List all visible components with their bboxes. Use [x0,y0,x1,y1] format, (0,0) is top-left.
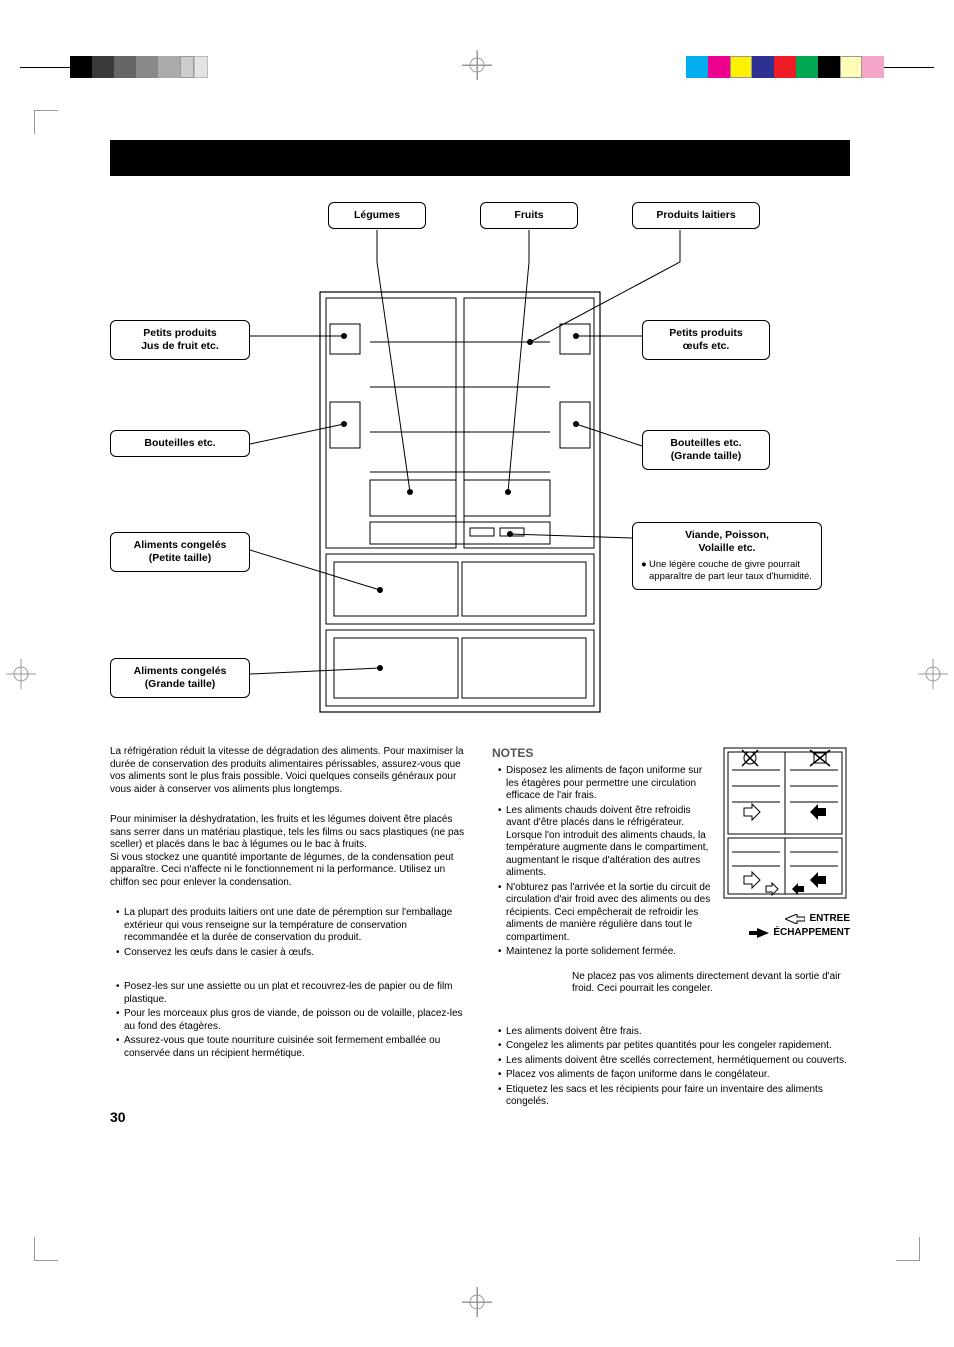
list-item: Les aliments chauds doivent être refroid… [498,805,850,880]
intro-text: La réfrigération réduit la vitesse de dé… [110,746,468,796]
registration-color [686,56,934,78]
fridge-illustration [110,202,850,732]
fruits-legumes-text: Pour minimiser la déshydratation, les fr… [110,814,468,889]
list-item: Pour les morceaux plus gros de viande, d… [116,1008,468,1033]
notes-footer: Ne placez pas vos aliments directement d… [572,971,850,996]
crop-mark [886,1227,920,1261]
crop-mark [6,659,36,689]
right-column: ENTREE ÉCHAPPEMENT NOTES Disposez les al… [492,746,850,1111]
list-item: Maintenez la porte solidement fermée. [498,946,850,959]
list-item: N'obturez pas l'arrivée et la sortie du … [498,882,850,945]
freezer-list: Les aliments doivent être frais. Congele… [492,1026,850,1109]
list-item: Les aliments doivent être scellés correc… [498,1055,850,1068]
crop-mark [918,659,948,689]
crop-mark [34,110,68,144]
crop-mark [462,1287,492,1317]
storage-diagram: Légumes Fruits Produits laitiers Petits … [110,202,850,732]
registration-grayscale [20,56,208,78]
list-item: Placez vos aliments de façon uniforme da… [498,1069,850,1082]
list-item: Congelez les aliments par petites quanti… [498,1040,850,1053]
notes-list: Disposez les aliments de façon uniforme … [492,765,850,959]
list-item: Etiquetez les sacs et les récipients pou… [498,1084,850,1109]
left-column: La réfrigération réduit la vitesse de dé… [110,746,468,1111]
laitiers-list: La plupart des produits laitiers ont une… [110,907,468,959]
list-item: Les aliments doivent être frais. [498,1026,850,1039]
viande-list: Posez-les sur une assiette ou un plat et… [110,981,468,1060]
crop-mark [34,1227,68,1261]
list-item: Assurez-vous que toute nourriture cuisin… [116,1035,468,1060]
list-item: Posez-les sur une assiette ou un plat et… [116,981,468,1006]
page-number: 30 [110,1109,126,1125]
list-item: La plupart des produits laitiers ont une… [116,907,468,945]
section-header-bar [110,140,850,176]
list-item: Conservez les œufs dans le casier à œufs… [116,947,468,960]
crop-mark [462,50,492,80]
list-item: Disposez les aliments de façon uniforme … [498,765,850,803]
